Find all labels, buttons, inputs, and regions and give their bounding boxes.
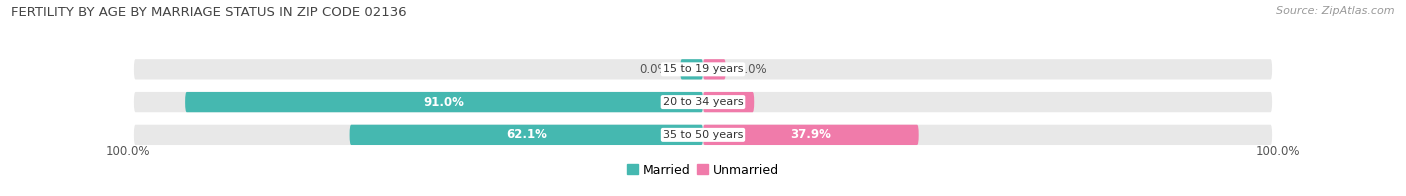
Text: 15 to 19 years: 15 to 19 years <box>662 64 744 74</box>
Text: Source: ZipAtlas.com: Source: ZipAtlas.com <box>1277 6 1395 16</box>
Text: 35 to 50 years: 35 to 50 years <box>662 130 744 140</box>
Legend: Married, Unmarried: Married, Unmarried <box>621 159 785 182</box>
Text: 100.0%: 100.0% <box>105 145 150 158</box>
FancyBboxPatch shape <box>134 125 1272 145</box>
FancyBboxPatch shape <box>134 59 1272 80</box>
FancyBboxPatch shape <box>703 125 918 145</box>
Text: 9.0%: 9.0% <box>713 96 745 109</box>
Text: FERTILITY BY AGE BY MARRIAGE STATUS IN ZIP CODE 02136: FERTILITY BY AGE BY MARRIAGE STATUS IN Z… <box>11 6 406 19</box>
Text: 0.0%: 0.0% <box>737 63 766 76</box>
FancyBboxPatch shape <box>134 92 1272 112</box>
Text: 62.1%: 62.1% <box>506 128 547 141</box>
Text: 20 to 34 years: 20 to 34 years <box>662 97 744 107</box>
FancyBboxPatch shape <box>703 59 725 80</box>
FancyBboxPatch shape <box>186 92 703 112</box>
Text: 91.0%: 91.0% <box>423 96 464 109</box>
Text: 37.9%: 37.9% <box>790 128 831 141</box>
FancyBboxPatch shape <box>703 92 754 112</box>
Text: 0.0%: 0.0% <box>640 63 669 76</box>
FancyBboxPatch shape <box>681 59 703 80</box>
FancyBboxPatch shape <box>350 125 703 145</box>
Text: 100.0%: 100.0% <box>1256 145 1301 158</box>
